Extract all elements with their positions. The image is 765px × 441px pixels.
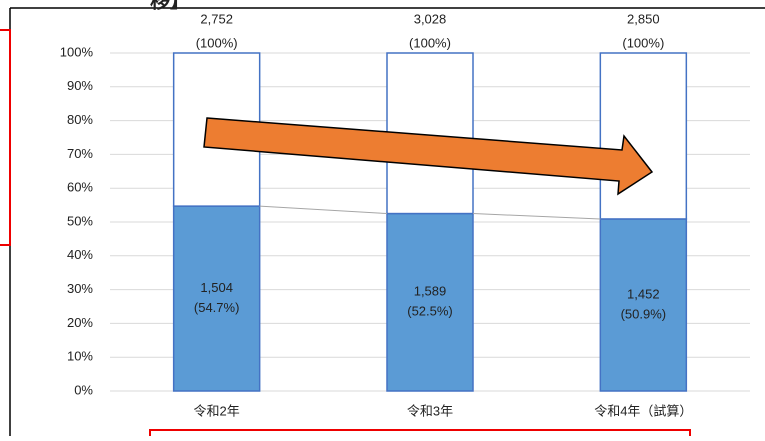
total-label: 3,028 xyxy=(414,11,447,26)
value-label: (52.5%) xyxy=(407,304,453,319)
y-tick-label: 40% xyxy=(67,247,93,262)
y-tick-label: 100% xyxy=(60,44,94,59)
trend-arrow xyxy=(203,117,654,196)
y-tick-label: 10% xyxy=(67,349,93,364)
title-fragment: 移】 xyxy=(150,0,190,12)
y-tick-label: 80% xyxy=(67,112,93,127)
bar-segment xyxy=(172,205,261,392)
red-box xyxy=(0,29,11,246)
connector-line xyxy=(259,205,388,215)
y-tick-label: 50% xyxy=(67,213,93,228)
y-tick-label: 30% xyxy=(67,281,93,296)
value-label: (50.9%) xyxy=(621,306,667,321)
total-share-label: (100%) xyxy=(622,35,664,50)
total-share-label: (100%) xyxy=(409,35,451,50)
bar-segment xyxy=(386,212,474,392)
plot: 0% 10% 20% 30% 40% 50% 60% 70% 80% 90% 100% 令和2年 2,7… xyxy=(60,11,750,418)
total-label: 2,850 xyxy=(627,11,660,26)
bar-segment xyxy=(599,218,688,392)
red-box xyxy=(149,429,691,441)
y-tick-label: 20% xyxy=(67,315,93,330)
x-tick-label: 令和3年 xyxy=(407,403,453,418)
total-label: 2,752 xyxy=(200,11,233,26)
count-label: 1,589 xyxy=(414,284,447,299)
x-tick-label: 令和4年（試算） xyxy=(594,403,692,418)
x-tick-label: 令和2年 xyxy=(194,403,240,418)
value-label: (54.7%) xyxy=(194,300,240,315)
connector-line xyxy=(472,213,601,220)
y-tick-label: 0% xyxy=(74,382,93,397)
y-tick-label: 60% xyxy=(67,180,93,195)
count-label: 1,452 xyxy=(627,286,660,301)
total-share-label: (100%) xyxy=(196,35,238,50)
count-label: 1,504 xyxy=(200,280,233,295)
y-tick-label: 70% xyxy=(67,146,93,161)
y-tick-label: 90% xyxy=(67,78,93,93)
bar-segment xyxy=(599,52,688,220)
